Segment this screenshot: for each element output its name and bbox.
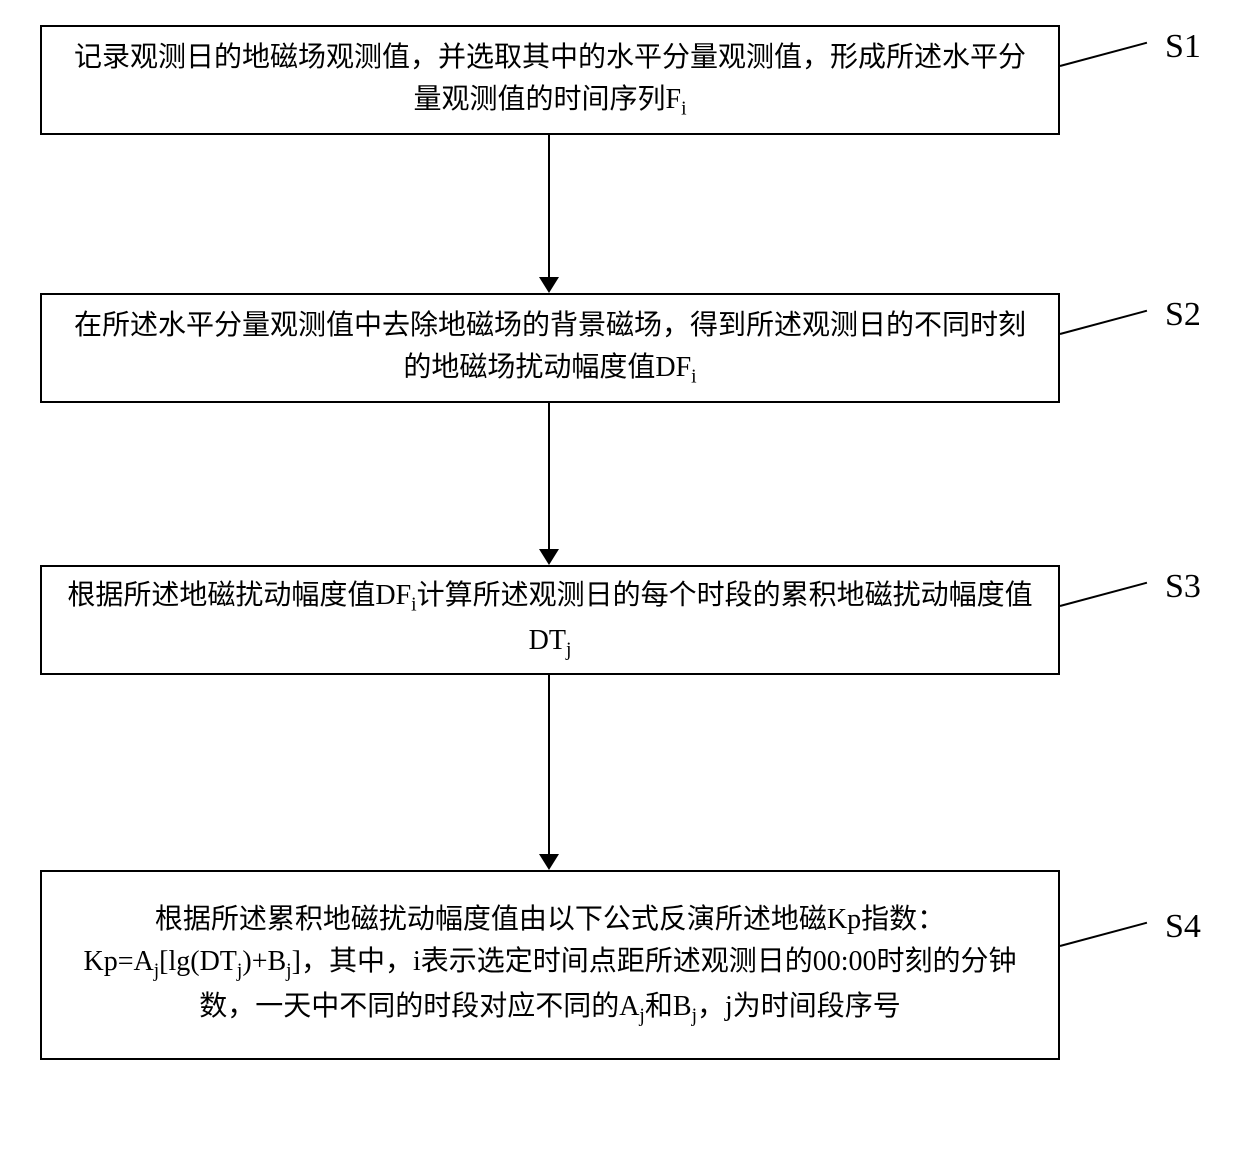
step-label-s3: S3 (1165, 568, 1201, 606)
label-connector-s4 (1060, 922, 1147, 947)
step-text: 根据所述地磁扰动幅度值DFi计算所述观测日的每个时段的累积地磁扰动幅度值DTj (62, 575, 1038, 665)
arrow-1 (548, 135, 550, 277)
step-box-s1: 记录观测日的地磁场观测值，并选取其中的水平分量观测值，形成所述水平分量观测值的时… (40, 25, 1060, 135)
step-text: 根据所述累积地磁扰动幅度值由以下公式反演所述地磁Kp指数：Kp=Aj[lg(DT… (62, 899, 1038, 1031)
arrow-3 (548, 675, 550, 854)
arrow-head-1 (539, 277, 559, 293)
step-box-s4: 根据所述累积地磁扰动幅度值由以下公式反演所述地磁Kp指数：Kp=Aj[lg(DT… (40, 870, 1060, 1060)
step-text: 记录观测日的地磁场观测值，并选取其中的水平分量观测值，形成所述水平分量观测值的时… (62, 37, 1038, 124)
step-label-s4: S4 (1165, 908, 1201, 946)
label-connector-s1 (1060, 42, 1147, 67)
arrow-head-3 (539, 854, 559, 870)
arrow-2 (548, 403, 550, 549)
step-box-s2: 在所述水平分量观测值中去除地磁场的背景磁场，得到所述观测日的不同时刻的地磁场扰动… (40, 293, 1060, 403)
label-connector-s3 (1060, 582, 1147, 607)
arrow-head-2 (539, 549, 559, 565)
step-label-s1: S1 (1165, 28, 1201, 66)
step-label-s2: S2 (1165, 296, 1201, 334)
step-box-s3: 根据所述地磁扰动幅度值DFi计算所述观测日的每个时段的累积地磁扰动幅度值DTj (40, 565, 1060, 675)
step-text: 在所述水平分量观测值中去除地磁场的背景磁场，得到所述观测日的不同时刻的地磁场扰动… (62, 305, 1038, 392)
label-connector-s2 (1060, 310, 1147, 335)
flowchart-container: 记录观测日的地磁场观测值，并选取其中的水平分量观测值，形成所述水平分量观测值的时… (0, 0, 1240, 1153)
